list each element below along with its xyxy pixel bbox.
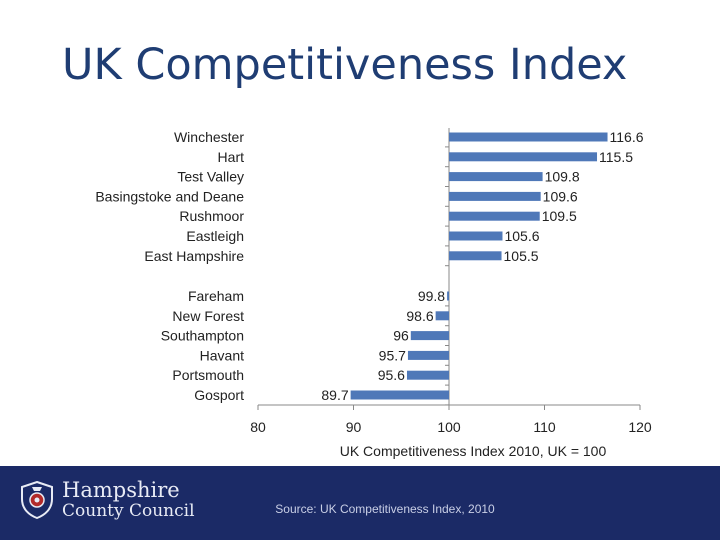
category-label: Hart	[218, 149, 245, 165]
category-label: Basingstoke and Deane	[95, 188, 244, 204]
slide-title: UK Competitiveness Index	[62, 40, 628, 90]
x-tick-label: 90	[346, 419, 362, 435]
data-label: 95.7	[379, 347, 406, 363]
category-label: Gosport	[194, 387, 244, 403]
data-label: 109.5	[542, 208, 577, 224]
hampshire-crest-icon	[21, 481, 53, 519]
category-label: Test Valley	[177, 169, 244, 185]
data-label: 109.8	[545, 169, 580, 185]
source-note: Source: UK Competitiveness Index, 2010	[275, 502, 495, 516]
category-label: Rushmoor	[179, 208, 244, 224]
data-label: 105.5	[504, 248, 539, 264]
x-axis-title: UK Competitiveness Index 2010, UK = 100	[340, 443, 607, 459]
category-label: East Hampshire	[144, 248, 244, 264]
category-label: Havant	[200, 347, 244, 363]
data-label: 105.6	[504, 228, 539, 244]
bar	[435, 311, 449, 321]
bar	[406, 370, 449, 380]
data-label: 95.6	[378, 367, 405, 383]
bar	[449, 191, 541, 201]
org-name-line2: County Council	[62, 501, 195, 521]
data-label: 99.8	[418, 288, 445, 304]
x-tick-label: 110	[533, 419, 556, 435]
data-label: 109.6	[543, 188, 578, 204]
category-label: Fareham	[188, 288, 244, 304]
category-label: Winchester	[174, 129, 244, 145]
bar	[407, 350, 449, 360]
footer-bar: Hampshire County Council Source: UK Comp…	[0, 466, 720, 540]
bar	[449, 251, 502, 261]
data-label: 96	[393, 328, 409, 344]
bar	[449, 152, 598, 162]
category-label: Eastleigh	[186, 228, 244, 244]
bar	[449, 172, 543, 182]
org-logo: Hampshire County Council	[20, 480, 195, 520]
bar	[410, 331, 449, 341]
category-label: Southampton	[161, 328, 244, 344]
bar	[449, 132, 608, 142]
bar	[447, 291, 449, 301]
x-tick-label: 120	[628, 419, 652, 435]
x-tick-label: 80	[250, 419, 266, 435]
org-name-line1: Hampshire	[62, 478, 180, 502]
data-label: 116.6	[610, 129, 644, 145]
data-label: 98.6	[406, 308, 433, 324]
bar-chart: Winchester 116.6 Hart 115.5 Test Valley 109.8…	[95, 128, 652, 459]
category-label: New Forest	[172, 308, 244, 324]
data-label: 115.5	[599, 149, 633, 165]
bar	[350, 390, 449, 400]
category-label: Portsmouth	[172, 367, 244, 383]
bar	[449, 231, 503, 241]
bar	[449, 211, 540, 221]
x-tick-label: 100	[437, 419, 461, 435]
data-label: 89.7	[321, 387, 348, 403]
